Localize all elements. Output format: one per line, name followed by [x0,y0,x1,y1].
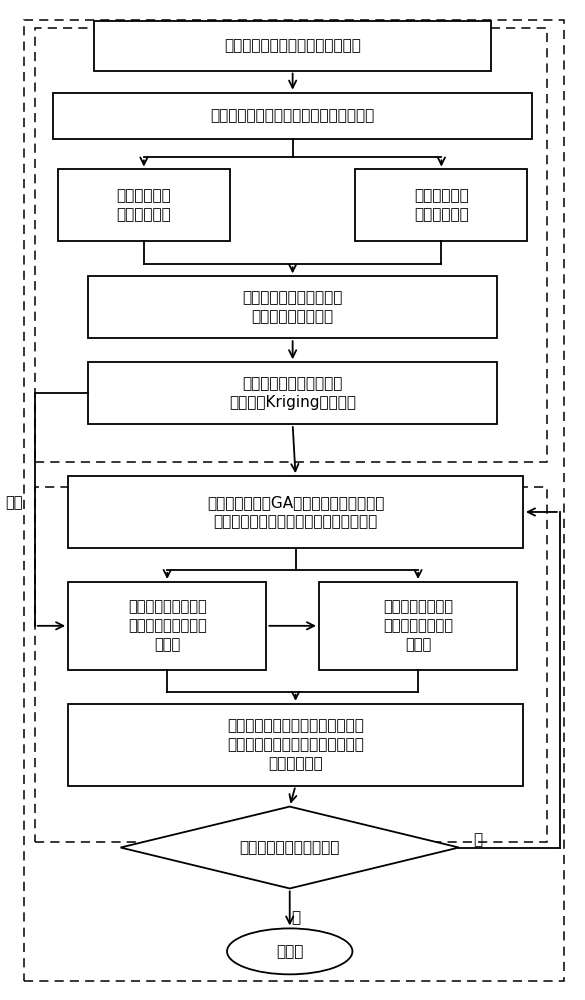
FancyBboxPatch shape [68,476,523,548]
Text: 根据设计需求建立可靠性设计模型: 根据设计需求建立可靠性设计模型 [224,38,361,53]
Text: 拉丁超立方采
样获取样本点: 拉丁超立方采 样获取样本点 [116,188,171,223]
FancyBboxPatch shape [88,362,497,424]
Text: 是: 是 [291,910,300,925]
FancyBboxPatch shape [88,276,497,338]
Text: 协同仿真获取样本点对应
的目标和约束响应值: 协同仿真获取样本点对应 的目标和约束响应值 [242,290,343,324]
Text: 采用双层嵌套的GA求解可靠性优化模型，
并给定内外层优化各参数，生成初始种群: 采用双层嵌套的GA求解可靠性优化模型， 并给定内外层优化各参数，生成初始种群 [207,495,384,529]
Bar [35,487,547,842]
Text: 调用: 调用 [6,495,23,510]
Polygon shape [121,807,459,888]
FancyBboxPatch shape [355,169,528,241]
FancyBboxPatch shape [53,93,532,139]
Text: 计算样本可靠性指
标并进行约束违反
度计算: 计算样本可靠性指 标并进行约束违反 度计算 [383,599,453,653]
Ellipse shape [227,928,352,974]
FancyBboxPatch shape [58,169,230,241]
FancyBboxPatch shape [319,582,517,670]
Text: 根据各样本点的目标函数值和约束
违反度进行排序，并完成交叉和变
异等遗传操作: 根据各样本点的目标函数值和约束 违反度进行排序，并完成交叉和变 异等遗传操作 [227,718,364,771]
Text: 确定设计变量取值范围和不确定参数区域: 确定设计变量取值范围和不确定参数区域 [211,108,375,123]
Text: 基于设计变量
的参数化建模: 基于设计变量 的参数化建模 [414,188,469,223]
Text: 最优解: 最优解 [276,944,304,959]
Bar [35,28,547,462]
Text: 根据样本点数据建立目标
和约束的Kriging代理模型: 根据样本点数据建立目标 和约束的Kriging代理模型 [229,376,356,410]
Text: 内层优化计算外层样
本的目标和约束函数
区间值: 内层优化计算外层样 本的目标和约束函数 区间值 [128,599,207,653]
Text: 否: 否 [473,832,483,847]
FancyBboxPatch shape [68,704,523,786]
FancyBboxPatch shape [94,21,491,71]
Text: 外层达到最大进化代数？: 外层达到最大进化代数？ [239,840,340,855]
FancyBboxPatch shape [68,582,266,670]
